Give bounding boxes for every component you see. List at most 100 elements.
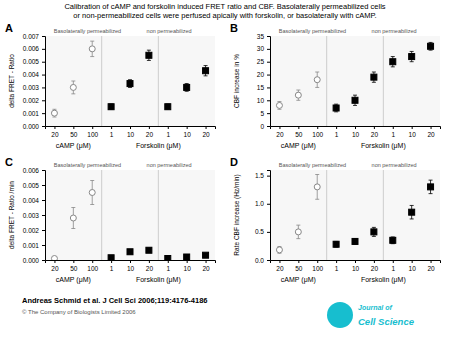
x-group-label: cAMP (μM)	[56, 276, 91, 284]
point	[127, 249, 133, 255]
point	[352, 238, 358, 244]
error-cap	[147, 50, 151, 51]
panel-header: non permeabilized	[372, 162, 417, 168]
y-tick: 0.003	[23, 84, 45, 91]
point	[51, 110, 57, 116]
point	[89, 190, 95, 196]
x-group-label: Forskolin (μM)	[361, 276, 406, 284]
x-tick-mark	[149, 126, 150, 129]
title-line: Calibration of cAMP and forskolin induce…	[64, 2, 385, 11]
x-tick-label: 1	[110, 265, 114, 272]
x-tick-mark	[92, 260, 93, 263]
point	[51, 256, 57, 261]
error-cap	[90, 56, 94, 57]
error-cap	[391, 66, 395, 67]
group-divider	[158, 170, 159, 260]
x-tick: 1	[335, 126, 339, 138]
y-tick: 0.002	[23, 97, 45, 104]
x-tick-mark	[336, 260, 337, 263]
x-tick: 100	[87, 260, 98, 272]
x-tick: 20	[276, 260, 284, 272]
x-tick-mark	[92, 126, 93, 129]
point	[108, 255, 114, 260]
error-cap	[128, 87, 132, 88]
panel-header: Basolaterally permeabilized	[279, 28, 346, 34]
y-tick-label: 0.000	[23, 257, 40, 264]
x-tick-mark	[431, 260, 432, 263]
y-tick-label: 0.003	[23, 84, 40, 91]
error-cap	[204, 75, 208, 76]
error-cap	[315, 174, 319, 175]
x-tick-mark	[130, 260, 131, 263]
x-tick-mark	[298, 260, 299, 263]
point	[352, 97, 358, 103]
y-tick-label: 15	[257, 84, 265, 91]
y-tick: 0.006	[23, 167, 45, 174]
plot-background	[270, 36, 440, 126]
title-line: or non-permeabilized cells were perfused…	[73, 11, 376, 20]
error-cap	[90, 204, 94, 205]
x-tick: 20	[146, 260, 154, 272]
x-tick: 1	[110, 260, 114, 272]
x-tick-label: 10	[409, 265, 417, 272]
x-tick: 1	[110, 126, 114, 138]
x-tick-mark	[393, 260, 394, 263]
x-tick-mark	[73, 260, 74, 263]
x-tick-mark	[73, 126, 74, 129]
x-tick: 20	[371, 126, 379, 138]
error-cap	[185, 91, 189, 92]
x-tick-label: 20	[202, 265, 210, 272]
series	[276, 72, 320, 109]
y-axis-title: delta FRET - Ratio	[8, 54, 15, 108]
x-tick: 10	[127, 126, 135, 138]
x-group-label: Forskolin (μM)	[136, 276, 181, 284]
y-tick: 25	[257, 58, 270, 65]
y-tick-label: 0.0	[255, 257, 264, 264]
x-tick: 1	[391, 126, 395, 138]
y-tick-mark	[267, 75, 270, 76]
y-tick-label: 0.005	[23, 58, 40, 65]
error-cap	[410, 61, 414, 62]
x-tick: 20	[51, 260, 59, 272]
x-tick: 10	[409, 126, 417, 138]
y-tick-label: 20	[257, 71, 265, 78]
y-tick: 0.007	[23, 33, 45, 40]
point	[409, 54, 415, 60]
y-tick: 0.004	[23, 197, 45, 204]
x-tick-mark	[431, 126, 432, 129]
error-cap	[128, 79, 132, 80]
marks	[51, 181, 208, 261]
y-axis-title: CBF increase in %	[233, 54, 240, 108]
x-axis-line	[46, 127, 216, 130]
error-cap	[410, 218, 414, 219]
point	[371, 229, 377, 235]
plot-background	[45, 170, 215, 260]
x-tick-label: 100	[312, 265, 323, 272]
error-cap	[372, 236, 376, 237]
x-tick-mark	[111, 260, 112, 263]
x-group-label: Forskolin (μM)	[136, 142, 181, 150]
x-tick: 50	[295, 260, 303, 272]
series	[108, 247, 208, 260]
x-tick-label: 20	[202, 131, 210, 138]
x-tick-label: 50	[70, 131, 78, 138]
y-tick-mark	[42, 170, 45, 171]
y-axis: 0.0000.0010.0020.0030.0040.0050.0060.007	[23, 33, 46, 130]
x-tick-mark	[412, 126, 413, 129]
y-axis: 05101520253035	[257, 33, 271, 130]
y-tick-mark	[42, 260, 45, 261]
x-tick-label: 1	[110, 131, 114, 138]
error-cap	[410, 205, 414, 206]
group-divider	[101, 170, 102, 260]
y-tick-label: 0.003	[23, 212, 40, 219]
copyright: © The Company of Biologists Limited 2006	[22, 309, 136, 315]
x-tick-mark	[111, 126, 112, 129]
error-cap	[334, 111, 338, 112]
marks	[51, 41, 208, 117]
point	[70, 215, 76, 221]
y-tick-label: 10	[257, 97, 265, 104]
y-tick: 0.006	[23, 45, 45, 52]
y-tick-mark	[42, 126, 45, 127]
panel-header: Basolaterally permeabilized	[54, 28, 121, 34]
error-cap	[410, 51, 414, 52]
